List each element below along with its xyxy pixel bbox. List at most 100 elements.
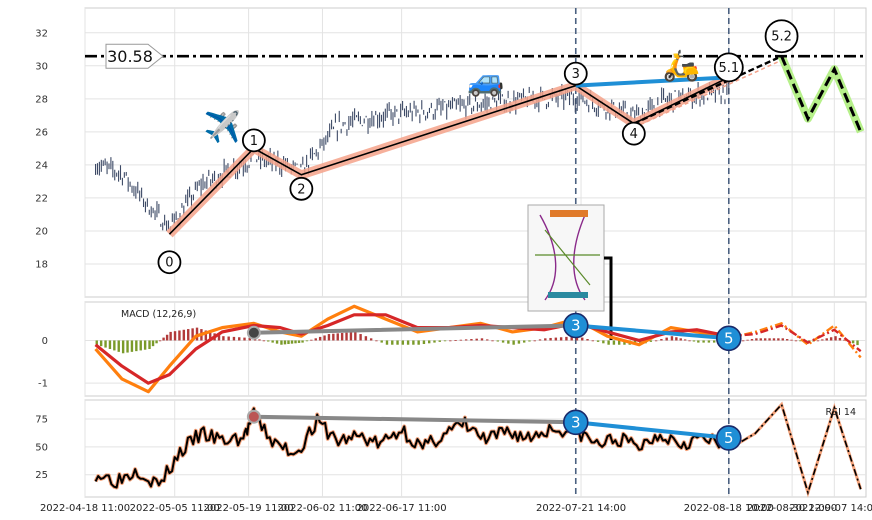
macd-histogram-bar	[327, 334, 331, 341]
macd-histogram-bar	[318, 336, 322, 341]
macd-histogram-bar	[750, 339, 754, 341]
macd-histogram-bar	[702, 340, 705, 343]
macd-histogram-bar	[173, 331, 177, 341]
divergence-line	[251, 414, 578, 425]
macd-histogram-bar	[763, 338, 767, 341]
rsi-forecast-line	[728, 402, 862, 496]
y-tick-label: 0	[42, 336, 48, 347]
price-level-tag	[105, 43, 164, 69]
macd-histogram-bar	[385, 340, 389, 345]
price-level-label: 30.58	[107, 47, 153, 66]
macd-histogram-bar	[297, 340, 301, 343]
macd-histogram-bar	[464, 339, 468, 341]
divergence-badge-label: 3	[571, 413, 581, 431]
macd-histogram-bar	[712, 340, 716, 343]
macd-histogram-bar	[591, 340, 594, 342]
macd-histogram-bar	[130, 340, 134, 352]
macd-histogram-bar	[117, 340, 120, 352]
macd-histogram-bar	[707, 340, 711, 343]
divergence-start-dot	[246, 325, 261, 340]
macd-histogram-bar	[262, 340, 266, 342]
y-tick-label: 28	[35, 94, 48, 105]
macd-histogram-bar	[821, 339, 824, 341]
macd-histogram-bar	[838, 337, 842, 341]
macd-histogram-bar	[287, 340, 290, 345]
divergence-badge	[562, 312, 589, 339]
macd-histogram-bar	[139, 340, 142, 351]
forecast-line	[780, 55, 863, 133]
macd-histogram-bar	[851, 340, 855, 344]
macd-histogram-bar	[275, 340, 279, 344]
macd-histogram-bar	[182, 329, 186, 341]
macd-histogram-bar	[559, 337, 563, 341]
macd-histogram-bar	[126, 340, 129, 353]
y-tick-label: 75	[35, 414, 48, 425]
wave-point-badge	[289, 176, 314, 201]
divergence-start-dot	[246, 409, 261, 424]
macd-histogram-bar	[692, 340, 696, 342]
macd-histogram-bar	[332, 333, 335, 341]
macd-histogram-bar	[781, 338, 784, 341]
macd-title: MACD (12,26,9)	[121, 309, 196, 320]
macd-histogram-bar	[135, 340, 138, 352]
y-tick-label: 25	[35, 470, 48, 481]
wave-line	[168, 76, 730, 235]
x-tick-label: 2022-05-05 11:00	[130, 503, 220, 514]
inset-connector	[604, 256, 613, 340]
y-tick-label: 18	[35, 259, 48, 270]
macd-histogram-bar	[496, 340, 500, 342]
inset-bar-2	[548, 292, 588, 298]
divergence-badge-label: 5	[724, 429, 734, 447]
macd-histogram-bar	[570, 336, 573, 341]
macd-histogram-bar	[301, 340, 304, 343]
y-tick-label: 30	[35, 61, 48, 72]
macd-histogram-bar	[741, 340, 745, 342]
macd-histogram-bar	[459, 339, 463, 341]
airplane-icon: ✈️	[204, 108, 241, 145]
macd-histogram-bar	[280, 340, 283, 345]
x-tick-label: 2022-08-30 12:00	[747, 503, 837, 514]
macd-histogram-bar	[617, 340, 621, 345]
macd-histogram-bar	[310, 339, 313, 341]
panel-frame-0	[84, 7, 867, 298]
rsi-title: RSI 14	[825, 407, 856, 418]
divergence-badge-label: 3	[571, 317, 581, 335]
macd-histogram-bar	[108, 340, 112, 349]
macd-histogram-bar	[607, 340, 610, 345]
macd-histogram-bar	[565, 336, 568, 341]
macd-line	[94, 304, 730, 394]
macd-histogram-bar	[401, 340, 405, 345]
macd-histogram-bar	[522, 340, 526, 343]
macd-histogram-bar	[417, 340, 420, 345]
wave-point-badge	[713, 52, 744, 83]
macd-histogram-bar	[486, 339, 489, 341]
macd-histogram-bar	[187, 329, 190, 341]
macd-histogram-bar	[777, 338, 780, 341]
wave-link	[575, 75, 729, 88]
macd-histogram-bar	[759, 338, 762, 341]
y-tick-label: 24	[35, 160, 48, 171]
macd-histogram-bar	[768, 338, 771, 341]
macd-histogram-bar	[364, 336, 368, 341]
divergence-line	[573, 420, 731, 440]
wave-point-label: 1	[250, 134, 258, 149]
macd-histogram-bar	[660, 339, 663, 341]
macd-histogram-bar	[679, 338, 682, 341]
macd-histogram-bar	[158, 340, 162, 342]
wave-point-badge	[764, 19, 799, 54]
macd-histogram-bar	[549, 337, 552, 341]
macd-histogram-bar	[99, 340, 103, 347]
macd-histogram-bar	[843, 339, 846, 341]
macd-histogram-bar	[178, 330, 181, 341]
macd-forecast-line	[728, 324, 862, 353]
wave-extension-band	[633, 59, 782, 129]
divergence-badge-label: 5	[724, 329, 734, 347]
wave-point-label: 3	[572, 67, 580, 82]
macd-histogram-bar	[294, 340, 297, 344]
macd-histogram-bar	[369, 338, 373, 341]
macd-histogram-bar	[380, 340, 383, 343]
y-tick-label: 50	[35, 442, 48, 453]
y-tick-label: 26	[35, 127, 48, 138]
macd-histogram-bar	[697, 340, 700, 343]
macd-histogram-bar	[113, 340, 116, 351]
